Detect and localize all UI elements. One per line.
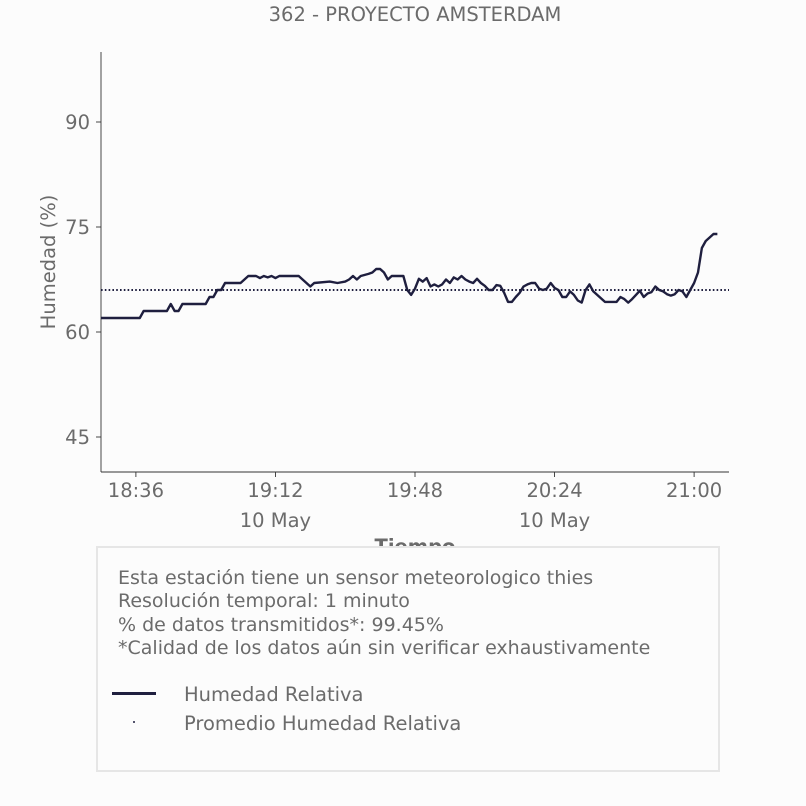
x-tick-label: 19:48 bbox=[387, 479, 443, 502]
y-tick-label: 45 bbox=[65, 426, 90, 449]
info-text: Esta estación tiene un sensor meteorolog… bbox=[118, 567, 650, 660]
info-line-resolution: Resolución temporal: 1 minuto bbox=[118, 590, 410, 613]
x-axis-ticks: 18:36 19:12 10 May 19:48 20:24 10 May 21:00 bbox=[108, 472, 722, 532]
humidity-line bbox=[101, 232, 718, 320]
info-line-quality: *Calidad de los datos aún sin verificar … bbox=[118, 636, 651, 659]
info-legend-box: Esta estación tiene un sensor meteorolog… bbox=[96, 546, 720, 772]
y-axis-label: Humedad (%) bbox=[37, 195, 60, 330]
y-tick-label: 90 bbox=[65, 111, 90, 134]
chart-title: 362 - PROYECTO AMSTERDAM bbox=[269, 3, 562, 26]
x-tick-label: 21:00 bbox=[666, 479, 722, 502]
legend-item-humedad: Humedad Relativa bbox=[112, 682, 364, 706]
x-tick-date-label: 10 May bbox=[240, 509, 311, 532]
x-tick-date-label: 10 May bbox=[519, 509, 590, 532]
series-layer bbox=[101, 232, 729, 320]
legend-line-swatch bbox=[112, 682, 156, 706]
axes bbox=[100, 52, 729, 473]
legend-dot-swatch bbox=[112, 711, 156, 735]
y-tick-label: 60 bbox=[65, 321, 90, 344]
legend-item-promedio: Promedio Humedad Relativa bbox=[112, 711, 461, 735]
legend-label-promedio: Promedio Humedad Relativa bbox=[184, 711, 462, 735]
legend-label-humedad: Humedad Relativa bbox=[184, 682, 364, 706]
info-line-sensor: Esta estación tiene un sensor meteorolog… bbox=[118, 567, 594, 589]
x-tick-label: 20:24 bbox=[526, 479, 582, 502]
x-tick-label: 19:12 bbox=[247, 479, 303, 502]
info-line-transmitted: % de datos transmitidos*: 99.45% bbox=[118, 613, 444, 636]
y-axis-ticks: 45 60 75 90 bbox=[65, 111, 101, 449]
x-tick-label: 18:36 bbox=[108, 479, 164, 502]
y-tick-label: 75 bbox=[65, 216, 90, 239]
